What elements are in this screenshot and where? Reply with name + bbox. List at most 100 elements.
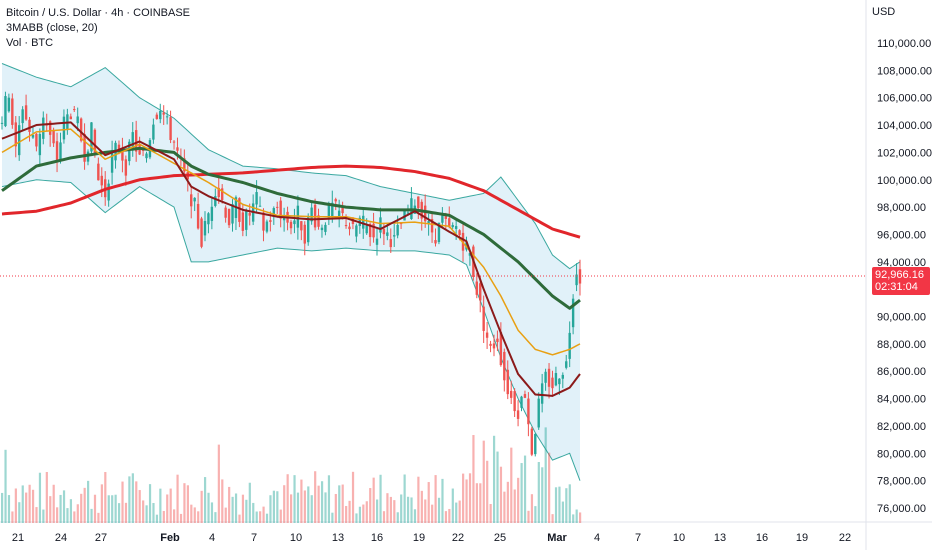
- volume-bar: [513, 489, 516, 523]
- candle-body: [193, 197, 196, 202]
- last-price-tag: 92,966.16 02:31:04: [872, 267, 930, 295]
- volume-bar: [427, 482, 430, 523]
- candle-body: [100, 175, 103, 186]
- volume-bar: [214, 512, 217, 523]
- candle-body: [451, 225, 454, 228]
- volume-bar: [496, 451, 499, 523]
- y-tick-label: 90,000.00: [877, 312, 926, 324]
- candle-body: [434, 240, 437, 244]
- volume-bar: [173, 509, 176, 523]
- volume-bar: [87, 480, 90, 523]
- volume-bar: [290, 494, 293, 523]
- candle-body: [448, 218, 451, 228]
- volume-bar: [231, 496, 234, 523]
- currency-label[interactable]: USD: [872, 6, 896, 18]
- candle-body: [265, 221, 269, 232]
- volume-bar: [97, 512, 100, 523]
- volume-label[interactable]: Vol · BTC: [6, 37, 54, 49]
- volume-bar: [1, 492, 4, 523]
- indicator-label[interactable]: 3MABB (close, 20): [6, 22, 98, 34]
- volume-bar: [269, 495, 272, 523]
- candle-body: [554, 373, 558, 386]
- volume-bar: [135, 481, 138, 523]
- volume-bar: [499, 466, 503, 523]
- volume-bar: [90, 508, 93, 523]
- candle-body: [399, 223, 403, 225]
- volume-bar: [104, 472, 107, 523]
- y-tick-label: 78,000.00: [877, 476, 926, 488]
- y-tick-label: 76,000.00: [877, 503, 926, 515]
- candle-body: [537, 398, 540, 428]
- candle-body: [69, 116, 73, 120]
- candle-body: [220, 188, 224, 200]
- candle-body: [344, 225, 348, 227]
- candle-body: [327, 203, 331, 220]
- candle-body: [245, 210, 248, 230]
- volume-bar: [537, 462, 540, 523]
- volume-bar: [420, 490, 423, 523]
- volume-bar: [307, 486, 310, 523]
- volume-bar: [217, 444, 220, 523]
- candle-body: [241, 212, 245, 231]
- volume-bar: [117, 503, 121, 523]
- volume-bar: [527, 510, 530, 523]
- candle-body: [303, 224, 306, 244]
- volume-bar: [403, 474, 406, 523]
- candle-body: [35, 133, 38, 147]
- y-tick-label: 104,000.00: [877, 120, 932, 132]
- volume-bar: [155, 514, 159, 523]
- volume-bar: [138, 490, 141, 523]
- volume-bar: [35, 507, 38, 523]
- candle-body: [331, 202, 334, 217]
- candle-body: [4, 96, 7, 127]
- candle-body: [203, 221, 207, 236]
- candle-body: [83, 134, 86, 162]
- x-tick-label: 27: [95, 532, 107, 544]
- candle-body: [289, 221, 293, 229]
- volume-bar: [465, 479, 468, 523]
- volume-bar: [324, 492, 327, 523]
- candle-body: [475, 281, 478, 295]
- volume-bar: [193, 507, 196, 523]
- volume-bar: [255, 511, 258, 523]
- candle-body: [417, 196, 420, 209]
- volume-bar: [179, 513, 183, 523]
- candle-body: [269, 220, 272, 222]
- volume-bar: [376, 499, 379, 523]
- volume-bar: [45, 471, 48, 523]
- volume-bar: [396, 512, 399, 523]
- candle-body: [0, 122, 4, 124]
- candle-body: [293, 220, 296, 225]
- candle-body: [14, 122, 17, 147]
- volume-bar: [56, 507, 59, 523]
- candle-body: [169, 117, 172, 141]
- volume-bar: [238, 514, 241, 523]
- bollinger-band-fill: [2, 63, 580, 481]
- candle-body: [210, 206, 214, 221]
- candle-body: [368, 223, 372, 238]
- chart-legend: Bitcoin / U.S. Dollar · 4h · COINBASE 3M…: [6, 6, 190, 51]
- candle-body: [496, 338, 499, 343]
- volume-bar: [492, 435, 496, 523]
- y-tick-label: 100,000.00: [877, 175, 932, 187]
- candle-body: [513, 391, 516, 412]
- candle-body: [317, 215, 320, 227]
- volume-bar: [400, 494, 403, 523]
- volume-bar: [554, 487, 558, 523]
- candle-body: [386, 232, 389, 236]
- candle-body: [348, 226, 351, 230]
- candle-body: [90, 122, 93, 152]
- candle-body: [231, 204, 234, 224]
- candle-body: [262, 212, 265, 231]
- candle-body: [492, 343, 496, 349]
- candle-body: [258, 205, 262, 207]
- volume-bar: [489, 504, 492, 523]
- volume-bar: [482, 440, 485, 523]
- symbol-title[interactable]: Bitcoin / U.S. Dollar · 4h · COINBASE: [6, 7, 190, 19]
- volume-bar: [506, 481, 509, 523]
- candle-body: [200, 218, 203, 247]
- volume-bar: [190, 504, 193, 523]
- volume-bar: [252, 502, 255, 523]
